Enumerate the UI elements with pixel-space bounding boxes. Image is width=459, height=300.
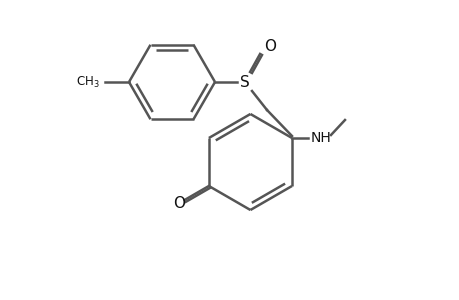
Text: O: O	[173, 196, 185, 211]
Text: CH$_3$: CH$_3$	[76, 74, 100, 90]
Text: O: O	[263, 38, 275, 53]
Text: NH: NH	[310, 131, 331, 145]
Text: S: S	[240, 74, 249, 89]
